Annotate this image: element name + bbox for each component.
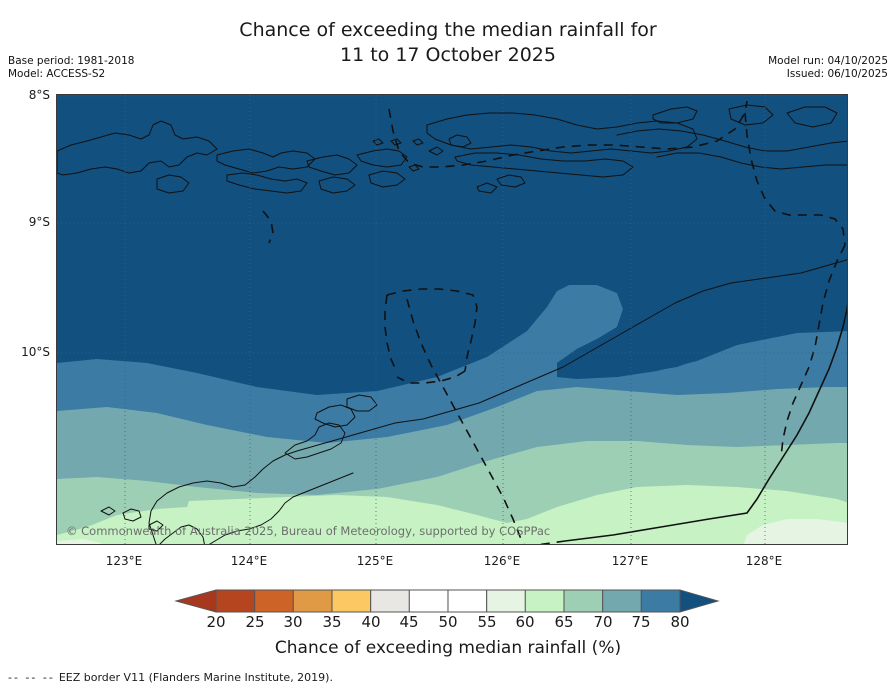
colorbar-segment-25-30 (254, 589, 294, 613)
colorbar-tick-75: 75 (631, 613, 651, 631)
page-title: Chance of exceeding the median rainfall … (239, 19, 657, 66)
y-axis-tick-9S: 9°S (28, 215, 50, 229)
colorbar-tick-20: 20 (206, 613, 226, 631)
colorbar-segment-75-80 (640, 589, 681, 613)
colorbar-title: Chance of exceeding median rainfall (%) (274, 638, 622, 658)
map-canvas (57, 95, 847, 544)
issued-label: Issued: 06/10/2025 (786, 68, 888, 80)
colorbar-segment-over-80 (679, 589, 720, 613)
rainfall-probability-map (56, 94, 848, 545)
colorbar-tick-65: 65 (554, 613, 574, 631)
x-axis-tick-123E: 123°E (105, 554, 143, 568)
x-axis-tick-127E: 127°E (611, 554, 649, 568)
colorbar-segment-45-50 (408, 589, 449, 613)
colorbar-tick-30: 30 (283, 613, 303, 631)
eez-legend-label: EEZ border V11 (Flanders Marine Institut… (58, 671, 333, 684)
colorbar-tick-50: 50 (438, 613, 458, 631)
colorbar-tick-45: 45 (399, 613, 419, 631)
colorbar-segment-under-20 (174, 589, 217, 613)
colorbar-tick-70: 70 (593, 613, 613, 631)
colorbar-segment-40-45 (370, 589, 410, 613)
colorbar-tick-60: 60 (515, 613, 535, 631)
colorbar-segment-55-60 (486, 589, 526, 613)
colorbar-segment-35-40 (331, 589, 372, 613)
footer-legend: -- -- -- EEZ border V11 (Flanders Marine … (8, 671, 333, 684)
x-axis-tick-126E: 126°E (483, 554, 521, 568)
colorbar-segment-70-75 (602, 589, 642, 613)
colorbar-segment-60-65 (524, 589, 565, 613)
territory-border-solid (564, 303, 847, 542)
model-metadata-left: Base period: 1981-2018 Model: ACCESS-S2 (8, 55, 134, 81)
colorbar-segment-50-55 (447, 589, 488, 613)
colorbar-tick-80: 80 (670, 613, 690, 631)
colorbar-tick-40: 40 (361, 613, 381, 631)
eez-dash-swatch: -- -- -- (8, 671, 55, 684)
x-axis-tick-128E: 128°E (745, 554, 783, 568)
colorbar-tick-55: 55 (477, 613, 497, 631)
colorbar-segment-20-25 (215, 589, 256, 613)
colorbar-tick-35: 35 (322, 613, 342, 631)
contour-inlet-gt80 (557, 191, 847, 377)
y-axis-tick-10S: 10°S (21, 345, 50, 359)
colorbar (0, 588, 896, 614)
colorbar-canvas (174, 589, 720, 613)
model-label: Model: ACCESS-S2 (8, 68, 106, 80)
model-run-label: Model run: 04/10/2025 (768, 55, 888, 67)
contour-band-55-60-left (57, 539, 103, 544)
colorbar-tick-25: 25 (245, 613, 265, 631)
model-metadata-right: Model run: 04/10/2025 Issued: 06/10/2025 (768, 55, 888, 81)
colorbar-segment-65-70 (563, 589, 604, 613)
x-axis-tick-124E: 124°E (230, 554, 268, 568)
contour-band-55-60 (743, 519, 847, 544)
x-axis-tick-125E: 125°E (356, 554, 394, 568)
base-period-label: Base period: 1981-2018 (8, 55, 135, 67)
eez-border-dashed (262, 100, 846, 544)
y-axis-tick-8S: 8°S (28, 88, 50, 102)
graticule-grid (57, 95, 847, 544)
colorbar-segment-30-35 (292, 589, 333, 613)
